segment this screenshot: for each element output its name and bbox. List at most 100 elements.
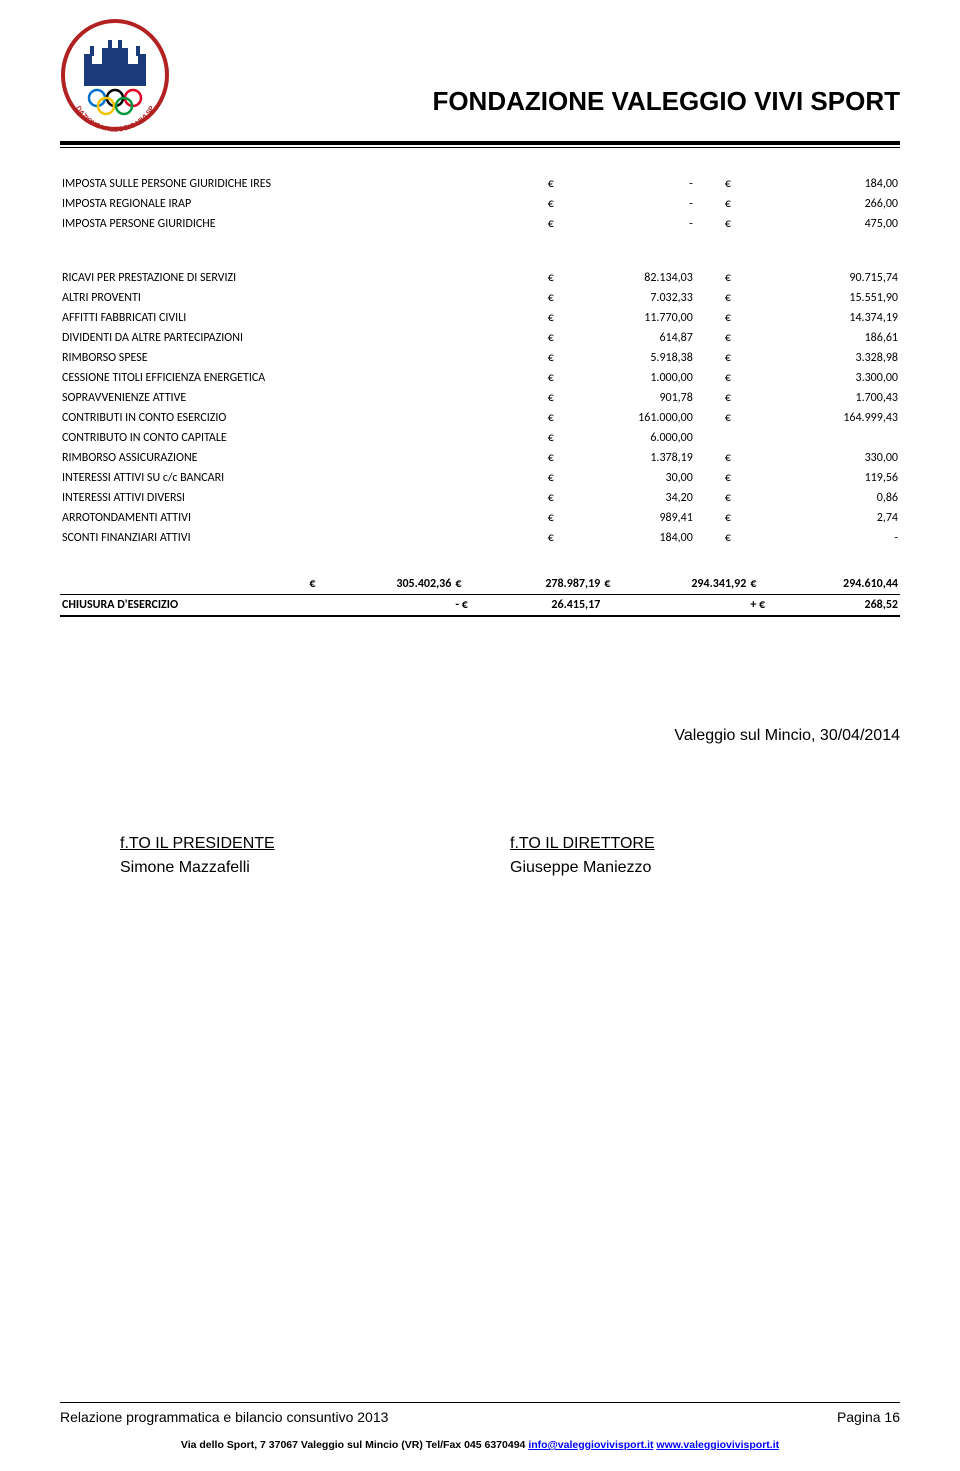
row-val-2: 14.374,19 bbox=[743, 308, 900, 328]
footer-address-text: Via dello Sport, 7 37067 Valeggio sul Mi… bbox=[181, 1439, 528, 1451]
row-cur-1: € bbox=[546, 408, 566, 428]
row-val-1: 11.770,00 bbox=[566, 308, 723, 328]
row-val-1: 184,00 bbox=[566, 528, 723, 548]
row-val-1: - bbox=[566, 214, 723, 234]
row-label: CONTRIBUTO IN CONTO CAPITALE bbox=[60, 428, 546, 448]
row-cur-2: € bbox=[723, 408, 743, 428]
row-label: ALTRI PROVENTI bbox=[60, 288, 546, 308]
row-val-2: 164.999,43 bbox=[743, 408, 900, 428]
row-val-2 bbox=[743, 428, 900, 448]
closing-label: CHIUSURA D'ESERCIZIO bbox=[60, 595, 307, 617]
row-val-1: 82.134,03 bbox=[566, 268, 723, 288]
row-val-1: 614,87 bbox=[566, 328, 723, 348]
row-label: IMPOSTA SULLE PERSONE GIURIDICHE IRES bbox=[60, 174, 546, 194]
row-cur-1: € bbox=[546, 194, 566, 214]
header-rule-thick bbox=[60, 141, 900, 145]
table-row: INTERESSI ATTIVI DIVERSI€34,20€0,86 bbox=[60, 488, 900, 508]
row-val-1: 7.032,33 bbox=[566, 288, 723, 308]
sign-right: f.TO IL DIRETTORE Giuseppe Maniezzo bbox=[510, 835, 900, 877]
sign-right-title: f.TO IL DIRETTORE bbox=[510, 835, 900, 853]
table-row: AFFITTI FABBRICATI CIVILI€11.770,00€14.3… bbox=[60, 308, 900, 328]
table-row: CESSIONE TITOLI EFFICIENZA ENERGETICA€1.… bbox=[60, 368, 900, 388]
row-cur-2: € bbox=[723, 214, 743, 234]
row-label: CONTRIBUTI IN CONTO ESERCIZIO bbox=[60, 408, 546, 428]
row-val-2: 3.300,00 bbox=[743, 368, 900, 388]
totals-cur-2: € bbox=[453, 574, 472, 595]
row-val-1: 30,00 bbox=[566, 468, 723, 488]
row-label: IMPOSTA PERSONE GIURIDICHE bbox=[60, 214, 546, 234]
footer-rule bbox=[60, 1402, 900, 1403]
table-row: IMPOSTA REGIONALE IRAP€-€266,00 bbox=[60, 194, 900, 214]
row-cur-2: € bbox=[723, 508, 743, 528]
row-cur-1: € bbox=[546, 428, 566, 448]
row-cur-1: € bbox=[546, 288, 566, 308]
row-cur-1: € bbox=[546, 508, 566, 528]
row-val-2: 90.715,74 bbox=[743, 268, 900, 288]
row-val-1: 5.918,38 bbox=[566, 348, 723, 368]
page-header: FONDAZIONE VALEGGIO VIVI SPORT FONDAZION… bbox=[60, 18, 900, 133]
row-cur-2: € bbox=[723, 288, 743, 308]
footer-doc-title: Relazione programmatica e bilancio consu… bbox=[60, 1409, 388, 1425]
row-cur-2: € bbox=[723, 308, 743, 328]
table-row: IMPOSTA PERSONE GIURIDICHE€-€475,00 bbox=[60, 214, 900, 234]
row-val-2: 2,74 bbox=[743, 508, 900, 528]
row-label: AFFITTI FABBRICATI CIVILI bbox=[60, 308, 546, 328]
row-val-1: - bbox=[566, 174, 723, 194]
org-logo: FONDAZIONE VALEGGIO VIVI SPORT bbox=[60, 18, 170, 133]
footer-url: www.valeggiovivisport.it bbox=[656, 1439, 779, 1451]
row-val-1: 161.000,00 bbox=[566, 408, 723, 428]
closing-val-1: 26.415,17 bbox=[473, 595, 603, 617]
financial-table-b: RICAVI PER PRESTAZIONE DI SERVIZI€82.134… bbox=[60, 268, 900, 548]
sign-date: Valeggio sul Mincio, 30/04/2014 bbox=[60, 727, 900, 745]
row-cur-2: € bbox=[723, 368, 743, 388]
closing-val-2: 268,52 bbox=[770, 595, 900, 617]
row-val-1: 989,41 bbox=[566, 508, 723, 528]
row-cur-1: € bbox=[546, 328, 566, 348]
row-label: SOPRAVVENIENZE ATTIVE bbox=[60, 388, 546, 408]
totals-val-3: 294.341,92 bbox=[619, 574, 749, 595]
row-cur-1: € bbox=[546, 368, 566, 388]
footer-page-label: Pagina 16 bbox=[837, 1409, 900, 1425]
sign-left-title: f.TO IL PRESIDENTE bbox=[120, 835, 510, 853]
row-label: INTERESSI ATTIVI DIVERSI bbox=[60, 488, 546, 508]
row-cur-1: € bbox=[546, 388, 566, 408]
row-cur-1: € bbox=[546, 174, 566, 194]
row-cur-1: € bbox=[546, 468, 566, 488]
totals-val-2: 278.987,19 bbox=[473, 574, 603, 595]
row-cur-2: € bbox=[723, 468, 743, 488]
totals-val-1: 305.402,36 bbox=[324, 574, 454, 595]
closing-row: CHIUSURA D'ESERCIZIO - € 26.415,17 + € 2… bbox=[60, 595, 900, 617]
row-val-2: 475,00 bbox=[743, 214, 900, 234]
totals-cur-3: € bbox=[602, 574, 618, 595]
sign-left: f.TO IL PRESIDENTE Simone Mazzafelli bbox=[120, 835, 510, 877]
page-footer: Relazione programmatica e bilancio consu… bbox=[60, 1402, 900, 1451]
table-row: CONTRIBUTO IN CONTO CAPITALE€6.000,00 bbox=[60, 428, 900, 448]
row-cur-2: € bbox=[723, 174, 743, 194]
row-cur-1: € bbox=[546, 308, 566, 328]
footer-email: info@valeggiovivisport.it bbox=[528, 1439, 653, 1451]
row-val-2: 119,56 bbox=[743, 468, 900, 488]
row-label: ARROTONDAMENTI ATTIVI bbox=[60, 508, 546, 528]
row-label: RIMBORSO ASSICURAZIONE bbox=[60, 448, 546, 468]
row-val-2: 330,00 bbox=[743, 448, 900, 468]
row-cur-2: € bbox=[723, 488, 743, 508]
row-cur-2: € bbox=[723, 388, 743, 408]
row-cur-2: € bbox=[723, 348, 743, 368]
row-cur-1: € bbox=[546, 268, 566, 288]
row-val-1: 34,20 bbox=[566, 488, 723, 508]
table-row: RIMBORSO SPESE€5.918,38€3.328,98 bbox=[60, 348, 900, 368]
totals-val-4: 294.610,44 bbox=[770, 574, 900, 595]
row-val-2: - bbox=[743, 528, 900, 548]
row-val-1: 901,78 bbox=[566, 388, 723, 408]
table-row: INTERESSI ATTIVI SU c/c BANCARI€30,00€11… bbox=[60, 468, 900, 488]
row-label: DIVIDENTI DA ALTRE PARTECIPAZIONI bbox=[60, 328, 546, 348]
totals-cur-4: € bbox=[748, 574, 770, 595]
row-label: IMPOSTA REGIONALE IRAP bbox=[60, 194, 546, 214]
row-cur-2: € bbox=[723, 448, 743, 468]
row-cur-1: € bbox=[546, 348, 566, 368]
row-label: SCONTI FINANZIARI ATTIVI bbox=[60, 528, 546, 548]
row-label: INTERESSI ATTIVI SU c/c BANCARI bbox=[60, 468, 546, 488]
row-cur-1: € bbox=[546, 528, 566, 548]
row-cur-2 bbox=[723, 428, 743, 448]
row-cur-2: € bbox=[723, 328, 743, 348]
